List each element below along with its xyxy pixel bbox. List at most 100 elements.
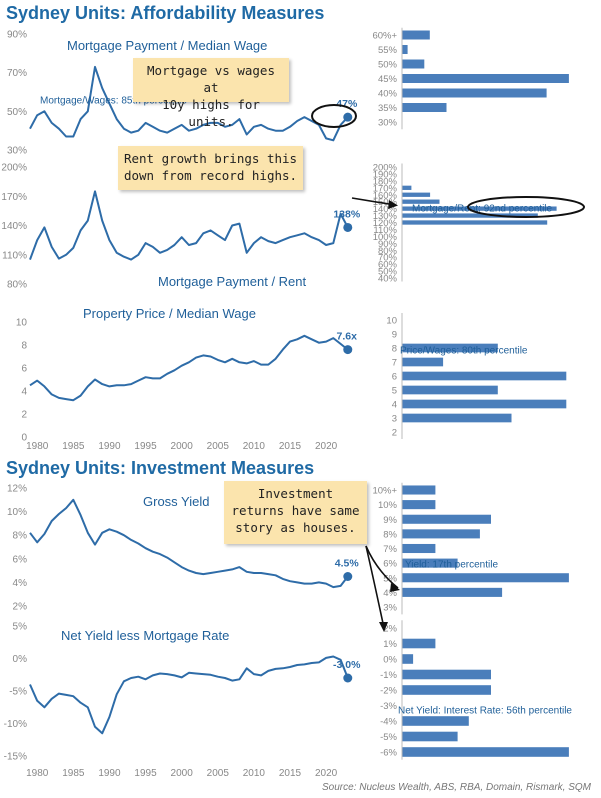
y-tick-label: 50% [7,107,27,118]
y-tick-label: 170% [1,192,27,203]
y-tick-label: 140% [1,221,27,232]
category-label: 6% [383,559,397,570]
end-point-marker [343,345,353,355]
line-chart-mortgage-rent: 80% 110% 140% 170% 200% Mortgage Payment / Re… [1,163,360,291]
y-tick-label: 0% [13,654,28,665]
category-label: 8 [392,344,397,355]
category-label: 1% [383,639,397,650]
category-label: 4% [383,588,397,599]
circle-annotation [311,104,357,128]
y-tick-label: 10% [7,507,27,518]
category-label: 70% [378,253,398,264]
category-label: 8% [383,529,397,540]
x-tick-label: 1995 [134,441,157,452]
histogram-bar [402,573,569,583]
histogram-bar [402,59,425,69]
histogram-bar [402,413,512,423]
category-label: 10%+ [372,486,397,497]
y-tick-label: 10 [16,318,28,329]
y-tick-label: 200% [1,163,27,174]
category-label: -3% [380,701,397,712]
category-label: 50% [378,60,398,71]
x-tick-label: 1990 [98,441,121,452]
y-tick-label: -5% [9,687,27,698]
y-tick-label: 5% [13,622,28,633]
histogram-bar [402,385,498,395]
y-tick-label: 4% [13,578,28,589]
category-label: 160% [373,190,398,201]
category-label: 50% [378,267,398,278]
histogram-bar [402,716,469,726]
y-tick-label: 70% [7,68,27,79]
x-tick-label: 2020 [315,441,338,452]
x-tick-label: 2015 [279,768,302,779]
category-label: 45% [378,74,398,85]
histogram-bar [402,514,491,524]
histogram-bar [402,343,498,353]
histogram-bar [402,529,480,539]
category-label: 200% [373,163,398,174]
y-tick-label: 8% [13,531,28,542]
chart-title: Property Price / Median Wage [83,306,256,321]
histogram-bar [402,587,503,597]
circle-annotation [467,196,585,218]
y-tick-label: 0 [21,433,27,444]
end-point-marker [343,112,353,122]
x-tick-label: 2015 [279,441,302,452]
series-line [29,65,349,142]
category-label: 7% [383,544,397,555]
line-chart-price-wage: 0 2 4 6 8 10 1980 1985 1990 1995 2000 2005 2010 2015 2… [16,306,357,452]
category-label: 2% [383,624,397,635]
x-tick-label: 2005 [207,768,230,779]
callout-investment: Investment returns have same story as ho… [224,481,367,544]
y-tick-label: 90% [7,30,27,41]
histogram-bar [402,88,547,98]
category-label: 2 [392,428,397,439]
histogram-bar [402,103,447,112]
category-label: 100% [373,232,398,243]
category-label: 5 [392,386,397,397]
category-label: 10 [386,316,397,327]
chart-title: Net Yield less Mortgage Rate [61,628,229,643]
callout-mortgage-wages: Mortgage vs wages at 10y highs for units… [133,58,289,129]
x-tick-label: 2010 [243,768,266,779]
histogram-hist-price-wage: 10 9 8 7 6 5 4 3 2 Price/Wages: 80th percentile [386,313,567,439]
x-tick-label: 2000 [171,441,194,452]
y-tick-label: 2 [21,410,27,421]
histogram-bar [402,747,569,757]
category-label: 180% [373,176,398,187]
category-label: 80% [378,246,398,257]
histogram-bar [402,543,436,554]
category-label: 6 [392,372,397,383]
histogram-bar [402,206,557,211]
x-tick-label: 2005 [207,441,230,452]
x-tick-label: 1985 [62,768,85,779]
y-tick-label: 80% [7,280,27,291]
percentile-annotation: Net Yield: Interest Rate: 56th percentil… [398,706,572,717]
category-label: 140% [373,204,398,215]
histogram-bar [402,500,436,510]
x-tick-label: 2020 [315,768,338,779]
x-tick-label: 2010 [243,441,266,452]
x-tick-label: 1980 [26,768,49,779]
category-label: 60%+ [372,31,397,42]
category-label: 130% [373,211,398,222]
histogram-bar [402,199,440,204]
line-chart-net-yield: -15% -10% -5% 0% 5% 1980 1985 1990 1995 2000 2005 2… [4,622,362,780]
percentile-annotation: Yield: 17th percentile [405,560,498,571]
end-value-label: 138% [333,208,361,220]
histogram-bar [402,654,414,664]
series-line [29,190,349,261]
arrow-head [379,622,388,632]
category-label: 9% [383,515,397,526]
histogram-bar [402,731,458,742]
y-tick-label: 12% [7,484,27,495]
investment-section-title: Sydney Units: Investment Measures [6,458,315,478]
histogram-bar [402,74,569,83]
category-label: 35% [378,103,398,114]
percentile-annotation: Mortgage/Wages: 85th percentile [40,96,187,107]
histogram-hist-yield: 10%+ 10% 9% 8% 7% 6% 5% 4% 3% Yield: 17th percent… [372,482,569,615]
category-label: 90% [378,239,398,250]
end-value-label: 7.6x [337,331,358,343]
